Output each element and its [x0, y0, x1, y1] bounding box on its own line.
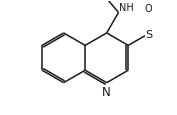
Text: S: S	[145, 29, 152, 39]
Text: O: O	[145, 4, 153, 14]
Text: N: N	[102, 86, 111, 99]
Text: NH: NH	[119, 3, 133, 13]
